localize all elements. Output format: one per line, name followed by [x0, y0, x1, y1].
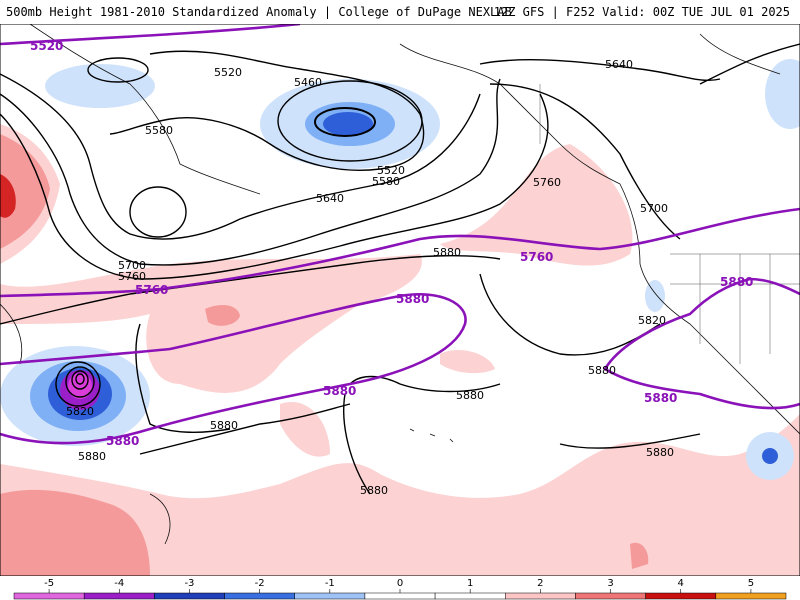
- highlighted-contour-label: 5760: [135, 283, 168, 297]
- legend-swatch: [294, 592, 366, 600]
- height-contours: [0, 43, 800, 495]
- legend-tick-label: 4: [678, 578, 684, 589]
- contour-labels: 5520 5460 5580 5520 5580 5640 5700 5760 …: [66, 58, 674, 497]
- legend-bar: [13, 592, 787, 600]
- anomaly-map: 5520 5460 5580 5520 5580 5640 5700 5760 …: [0, 24, 800, 576]
- contour-label: 5520: [377, 164, 405, 177]
- highlighted-contour-label: 5880: [644, 391, 677, 405]
- contour-label: 5880: [456, 389, 484, 402]
- contour-label: 5580: [372, 175, 400, 188]
- legend-tick-label: 3: [607, 578, 613, 589]
- model-run-info: 12Z GFS | F252 Valid: 00Z TUE JUL 01 202…: [493, 5, 790, 19]
- contour-label: 5700: [640, 202, 668, 215]
- legend-swatch: [715, 592, 787, 600]
- legend-swatch: [364, 592, 436, 600]
- contour-label: 5820: [66, 405, 94, 418]
- legend-ticks: -5 -4 -3 -2 -1 0 1 2 3 4 5: [44, 578, 754, 593]
- strong-positive-anomaly: [0, 134, 649, 576]
- contour-label: 5760: [118, 270, 146, 283]
- contour-label: 5880: [210, 419, 238, 432]
- legend-swatch: [575, 592, 646, 600]
- highlighted-contour-label: 5760: [520, 250, 553, 264]
- legend-swatch: [434, 592, 506, 600]
- legend-swatch: [505, 592, 576, 600]
- legend-tick-label: 2: [537, 578, 543, 589]
- map-title: 500mb Height 1981-2010 Standardized Anom…: [6, 5, 512, 19]
- contour-label: 5640: [316, 192, 344, 205]
- legend-swatch: [83, 592, 155, 600]
- contour-label: 5760: [533, 176, 561, 189]
- contour-label: 5700: [118, 259, 146, 272]
- legend-tick-label: 0: [397, 578, 403, 589]
- legend-swatch: [224, 592, 295, 600]
- highlighted-contour-labels: 5520 5760 5880 5760 5880 5880 5880 5880: [30, 39, 753, 448]
- contour-label: 5880: [588, 364, 616, 377]
- contour-label: 5580: [145, 124, 173, 137]
- legend-tick-label: 5: [748, 578, 754, 589]
- highlighted-contour-label: 5520: [30, 39, 63, 53]
- highlighted-contours: [0, 24, 800, 445]
- legend-tick-label: -1: [325, 578, 335, 589]
- contour-label: 5460: [294, 76, 322, 89]
- legend-swatch: [154, 592, 225, 600]
- map-header: 500mb Height 1981-2010 Standardized Anom…: [0, 0, 800, 25]
- contour-label: 5520: [214, 66, 242, 79]
- contour-label: 5880: [646, 446, 674, 459]
- contour-label: 5820: [638, 314, 666, 327]
- legend-tick-label: -2: [255, 578, 265, 589]
- legend-tick-label: -3: [184, 578, 194, 589]
- contour-label: 5880: [360, 484, 388, 497]
- contour-label: 5640: [605, 58, 633, 71]
- legend-swatch: [13, 592, 85, 600]
- highlighted-contour-label: 5880: [720, 275, 753, 289]
- legend-tick-label: -4: [114, 578, 124, 589]
- highlighted-contour-label: 5880: [323, 384, 356, 398]
- legend-tick-label: -5: [44, 578, 54, 589]
- contour-label: 5880: [78, 450, 106, 463]
- negative-anomaly-shading: [0, 59, 800, 480]
- color-scale-legend: -5 -4 -3 -2 -1 0 1 2 3 4 5: [0, 576, 800, 600]
- extreme-positive-anomaly: [0, 174, 16, 218]
- legend-swatch: [645, 592, 717, 600]
- highlighted-contour-label: 5880: [396, 292, 429, 306]
- contour-label: 5880: [433, 246, 461, 259]
- legend-tick-label: 1: [467, 578, 473, 589]
- highlighted-contour-label: 5880: [106, 434, 139, 448]
